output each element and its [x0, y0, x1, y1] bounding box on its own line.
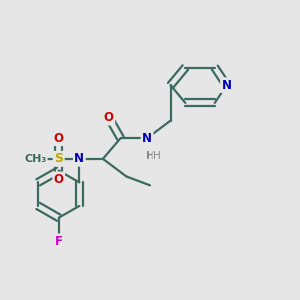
Text: CH₃: CH₃: [24, 154, 46, 164]
Text: H: H: [153, 151, 161, 161]
Text: S: S: [54, 152, 63, 165]
Text: F: F: [55, 235, 63, 248]
Text: O: O: [54, 173, 64, 186]
Text: H: H: [146, 151, 154, 161]
Text: N: N: [74, 152, 84, 165]
Text: O: O: [104, 111, 114, 124]
Text: N: N: [142, 132, 152, 145]
Text: N: N: [222, 79, 232, 92]
Text: O: O: [54, 132, 64, 145]
